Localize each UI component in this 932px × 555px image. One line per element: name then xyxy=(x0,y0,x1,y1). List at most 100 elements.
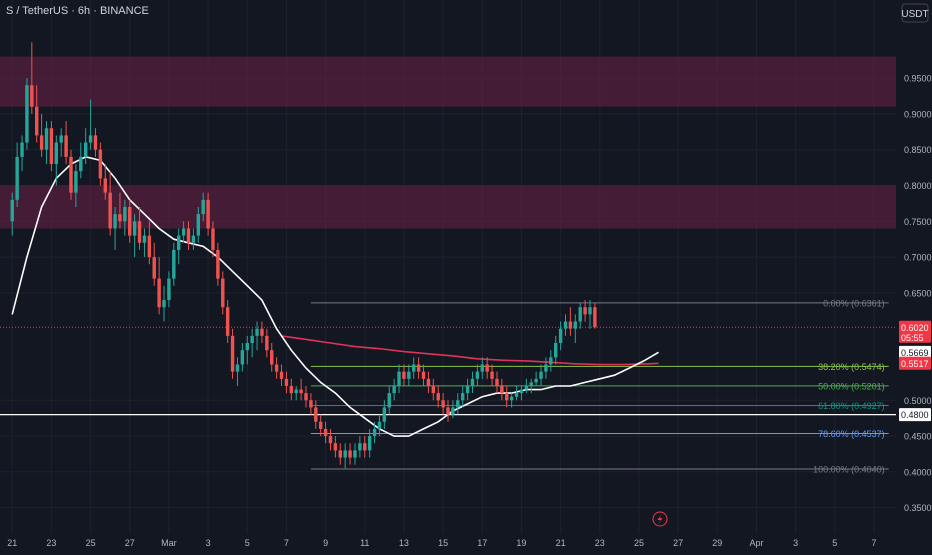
price-label-countdown: 05:55 xyxy=(901,333,924,343)
candle-up xyxy=(480,364,484,372)
price-label-badge xyxy=(899,408,931,422)
candle-up xyxy=(377,421,382,429)
candle-up xyxy=(475,371,480,379)
candle-up xyxy=(397,371,401,386)
candle-down xyxy=(211,228,215,250)
time-tick-label: 11 xyxy=(360,538,369,548)
time-tick-label: 27 xyxy=(673,538,683,548)
fib-level-label: 61.80% (0.4927) xyxy=(818,401,885,411)
time-tick-label: 17 xyxy=(477,538,487,548)
price-tick-label: 0.4000 xyxy=(904,467,932,477)
candle-down xyxy=(186,228,191,243)
candle-up xyxy=(519,389,524,394)
time-tick-label: 15 xyxy=(438,538,448,548)
currency-button[interactable]: USDT xyxy=(901,3,929,23)
candle-up xyxy=(554,343,558,358)
candle-down xyxy=(284,378,289,386)
candle-up xyxy=(240,350,245,365)
candle-down xyxy=(495,378,499,386)
candle-up xyxy=(132,221,137,236)
candle-down xyxy=(64,135,68,157)
candle-up xyxy=(181,228,186,236)
candle-down xyxy=(152,257,156,279)
candle-down xyxy=(333,443,338,451)
candle-down xyxy=(274,364,279,372)
candle-down xyxy=(426,378,431,386)
grid-lines xyxy=(0,0,896,534)
price-axis[interactable]: 0.9500 0.9000 0.8500 0.8000 0.7500 0.7000 0.65… xyxy=(896,0,932,550)
candle-up xyxy=(539,371,543,379)
candle-up xyxy=(456,400,460,408)
candle-down xyxy=(103,178,107,193)
candle-up xyxy=(509,396,514,401)
price-label-text: 0.5517 xyxy=(901,359,929,369)
candle-down xyxy=(98,149,103,179)
fib-level-label: 38.20% (0.5474) xyxy=(818,362,885,372)
price-tick-label: 0.7000 xyxy=(904,253,932,263)
price-tick-label: 0.6500 xyxy=(904,288,932,298)
time-tick-label: 7 xyxy=(871,538,876,548)
candle-up xyxy=(534,378,538,383)
candle-up xyxy=(544,364,548,372)
candle-down xyxy=(421,371,426,379)
time-tick-label: 9 xyxy=(323,538,328,548)
candle-up xyxy=(250,335,254,344)
candle-down xyxy=(446,407,450,415)
candle-down xyxy=(314,407,318,422)
candle-down xyxy=(93,135,98,150)
candle-up xyxy=(196,214,201,236)
time-tick-label: 13 xyxy=(399,538,409,548)
candle-up xyxy=(172,249,176,279)
candle-up xyxy=(54,142,59,165)
candle-up xyxy=(167,278,171,301)
price-tick-label: 0.5000 xyxy=(904,396,932,406)
time-tick-label: 29 xyxy=(712,538,722,548)
lightning-icon[interactable] xyxy=(652,511,668,527)
time-tick-label: 3 xyxy=(793,538,798,548)
candle-down xyxy=(485,364,489,372)
candle-down xyxy=(206,199,210,229)
currency-label: USDT xyxy=(901,9,928,20)
candle-down xyxy=(309,400,313,408)
price-axis-background xyxy=(896,0,932,550)
time-tick-label: 19 xyxy=(516,538,526,548)
price-tick-label: 0.8000 xyxy=(904,181,932,191)
price-label-badge xyxy=(899,320,931,343)
time-tick-label: 25 xyxy=(86,538,96,548)
candle-down xyxy=(137,221,142,243)
price-label-text: 0.4800 xyxy=(901,410,929,420)
candle-down xyxy=(108,192,112,229)
candle-down xyxy=(221,278,225,308)
candle-up xyxy=(59,135,63,143)
candle-up xyxy=(10,199,14,222)
candle-up xyxy=(353,450,357,458)
candle-up xyxy=(372,428,377,437)
fibonacci-retracement[interactable]: 0.00% (0.6361) 38.20% (0.5474) 50.00% (0.5… xyxy=(310,298,889,475)
candle-up xyxy=(558,328,563,344)
candle-up xyxy=(88,135,93,143)
time-tick-label: 21 xyxy=(556,538,566,548)
candle-down xyxy=(436,393,440,401)
price-label-badge xyxy=(899,345,931,359)
candle-up xyxy=(549,357,553,365)
candle-down xyxy=(260,328,264,336)
candle-down xyxy=(500,385,504,394)
candle-down xyxy=(328,436,333,444)
candle-up xyxy=(294,389,298,394)
candle-up xyxy=(83,142,88,157)
candle-up xyxy=(44,128,49,150)
candle-up xyxy=(74,171,78,193)
price-tick-label: 0.7500 xyxy=(904,217,932,227)
candle-up xyxy=(235,364,240,372)
candle-down xyxy=(157,278,161,308)
price-label-text: 0.5669 xyxy=(901,348,929,358)
price-label-badge xyxy=(899,356,931,370)
candle-up xyxy=(113,214,117,229)
candle-up xyxy=(407,371,411,379)
candle-up xyxy=(142,235,147,243)
ma-slow-line xyxy=(281,335,659,366)
candle-up xyxy=(460,393,465,401)
time-axis[interactable]: 21 23 25 27 Mar 3 5 7 9 11 13 15 17 19 21 23 25 27 29 Apr 3 5… xyxy=(0,536,932,550)
candle-down xyxy=(69,156,73,193)
